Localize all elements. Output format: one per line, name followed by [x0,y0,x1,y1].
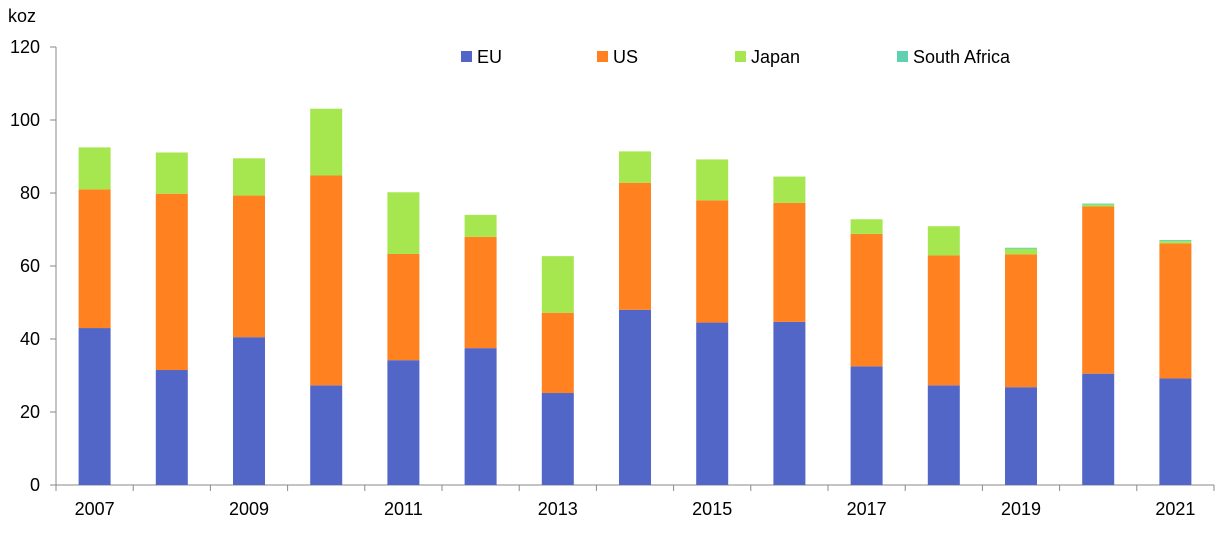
bar-us-2013 [541,312,574,394]
x-tick-label: 2019 [1001,499,1041,519]
y-tick-label: 120 [10,37,40,57]
bar-eu-2015 [696,322,729,485]
bar-eu-2007 [78,328,111,485]
bar-eu-2019 [1005,387,1037,485]
bar-us-2007 [78,189,111,329]
bar-japan-2020 [1082,204,1115,207]
legend-swatch-eu [461,51,472,62]
bar-us-2020 [1082,206,1115,374]
bar-us-2021 [1159,243,1192,379]
bar-japan-2019 [1005,248,1037,255]
bar-us-2008 [155,193,188,371]
y-axis: 0 20 40 60 80 100 120 [10,37,57,495]
legend-label-eu: EU [477,47,502,67]
bar-us-2014 [619,182,651,310]
x-tick-label: 2009 [229,499,269,519]
legend: EU US Japan South Africa [461,47,1011,67]
bar-eu-2009 [233,337,265,485]
bar-eu-2021 [1159,378,1192,485]
bar-japan-2011 [387,192,420,254]
x-tick-label: 2017 [847,499,887,519]
bar-eu-2017 [850,366,883,485]
bar-japan-2007 [78,147,111,190]
bar-eu-2020 [1082,373,1115,485]
bar-japan-2014 [619,151,651,183]
bar-japan-2018 [927,226,960,256]
bar-eu-2008 [155,370,188,485]
bar-us-2012 [464,236,497,349]
bar-us-2018 [927,255,960,386]
bar-eu-2013 [541,393,574,485]
bar-japan-2021 [1159,241,1192,244]
bar-japan-2016 [773,176,806,203]
bar-us-2015 [696,200,729,323]
bar-japan-2015 [696,159,729,201]
x-tick-label: 2013 [538,499,578,519]
legend-swatch-south-africa [897,51,908,62]
x-tick-label: 2021 [1155,499,1195,519]
bar-south-africa-2021 [1159,240,1192,242]
bar-south-africa-2020 [1082,203,1115,205]
bar-japan-2009 [233,158,265,196]
bar-south-africa-2019 [1005,247,1037,249]
legend-label-south-africa: South Africa [913,47,1011,67]
bar-japan-2013 [541,256,574,313]
legend-label-us: US [613,47,638,67]
y-tick-label: 60 [20,256,40,276]
y-axis-label: koz [8,6,36,26]
x-tick-label: 2015 [692,499,732,519]
bar-us-2011 [387,253,420,361]
bar-us-2009 [233,195,265,338]
bar-eu-2011 [387,360,420,485]
legend-swatch-us [597,51,608,62]
bar-eu-2014 [619,309,651,485]
bar-eu-2016 [773,321,806,485]
y-tick-label: 40 [20,329,40,349]
legend-swatch-japan [735,51,746,62]
bar-japan-2017 [850,219,883,234]
x-tick-label: 2007 [75,499,115,519]
bar-eu-2010 [310,385,343,485]
bar-us-2016 [773,202,806,322]
bar-us-2019 [1005,254,1037,388]
x-axis: 2007 2009 2011 2013 2015 2017 2019 2021 [55,484,1215,519]
bars [78,108,1192,485]
y-tick-label: 80 [20,183,40,203]
legend-label-japan: Japan [751,47,800,67]
y-tick-label: 0 [30,475,40,495]
y-tick-label: 20 [20,402,40,422]
bar-eu-2012 [464,348,497,485]
bar-japan-2012 [464,214,497,237]
bar-japan-2010 [310,108,343,176]
bar-eu-2018 [927,385,960,485]
bar-us-2017 [850,233,883,367]
bar-us-2010 [310,175,343,386]
y-tick-label: 100 [10,110,40,130]
bar-japan-2008 [155,152,188,194]
x-tick-label: 2011 [384,499,423,519]
